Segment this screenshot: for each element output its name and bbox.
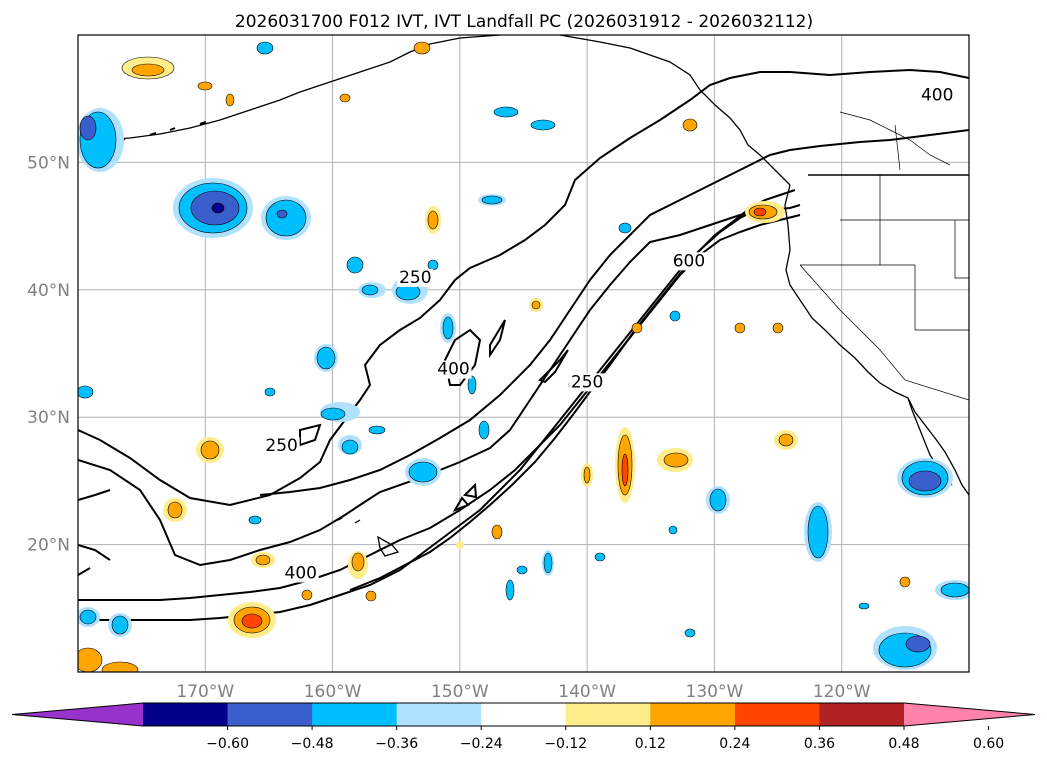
colorbar-tick-label: 0.12: [635, 736, 666, 752]
colorbar-tick-label: −0.60: [206, 736, 249, 752]
map-frame: [77, 34, 970, 673]
lon-tick-label: 160°W: [304, 682, 362, 702]
lon-tick-label: 130°W: [686, 682, 744, 702]
positive-anomaly-fills: [78, 41, 911, 672]
colorbar-segment: [143, 703, 229, 726]
colorbar-segment: [312, 703, 398, 726]
colorbar-extend-high: [904, 703, 1035, 726]
colorbar-tick-label: −0.36: [375, 736, 418, 752]
colorbar-segment: [396, 703, 482, 726]
colorbar-tick-label: −0.48: [291, 736, 334, 752]
colorbar-tick-label: 0.36: [804, 736, 835, 752]
colorbar-segment: [565, 703, 651, 726]
colorbar-segment: [227, 703, 313, 726]
lat-tick-label: 30°N: [27, 408, 70, 428]
colorbar-tick-label: 0.48: [888, 736, 919, 752]
latitude-labels: 20°N 30°N 40°N 50°N: [27, 153, 70, 555]
colorbar: [11, 702, 1036, 727]
map-area: [78, 35, 969, 672]
figure-title: 2026031700 F012 IVT, IVT Landfall PC (20…: [235, 12, 813, 32]
lon-tick-label: 120°W: [813, 682, 871, 702]
lon-tick-label: 150°W: [431, 682, 489, 702]
negative-anomaly-fills: [78, 41, 969, 670]
contour-label: 400: [285, 563, 317, 583]
colorbar-tick-label: 0.60: [973, 736, 1004, 752]
longitude-labels: 170°W 160°W 150°W 140°W 130°W 120°W: [176, 682, 870, 702]
colorbar-segment: [650, 703, 736, 726]
contour-labels: 250 400 250 600 250 400 400: [263, 86, 956, 583]
lat-tick-label: 20°N: [27, 536, 70, 556]
contour-label-bg: [919, 86, 956, 105]
lon-tick-label: 140°W: [558, 682, 616, 702]
contour-label-bg: [282, 564, 319, 583]
contour-label: 600: [673, 251, 705, 271]
lat-tick-label: 40°N: [27, 281, 70, 301]
contour-label-bg: [263, 437, 300, 456]
colorbar-tick-label: −0.24: [460, 736, 503, 752]
contour-label: 250: [571, 372, 603, 392]
colorbar-tick-label: −0.12: [544, 736, 587, 752]
colorbar-segment: [819, 703, 905, 726]
ivt-contours: [78, 68, 969, 621]
colorbar-segment: [734, 703, 820, 726]
contour-label: 400: [921, 86, 953, 106]
contour-label-bg: [569, 373, 606, 392]
colorbar-outline: [11, 702, 1036, 727]
colorbar-tick-label: 0.24: [719, 736, 750, 752]
contour-label: 250: [265, 436, 297, 456]
colorbar-segment: [481, 703, 567, 726]
colorbar-labels: −0.60 −0.48 −0.36 −0.24 −0.12 0.12 0.24 0.36 0.4…: [206, 726, 1004, 752]
lat-tick-label: 50°N: [27, 153, 70, 173]
contour-label: 400: [437, 360, 469, 380]
contour-label-bg: [670, 252, 707, 271]
contour-label-bg: [435, 360, 472, 379]
contour-label-bg: [397, 268, 434, 287]
lon-tick-label: 170°W: [176, 682, 234, 702]
colorbar-extend-low: [12, 703, 143, 726]
contour-label: 250: [399, 268, 431, 288]
